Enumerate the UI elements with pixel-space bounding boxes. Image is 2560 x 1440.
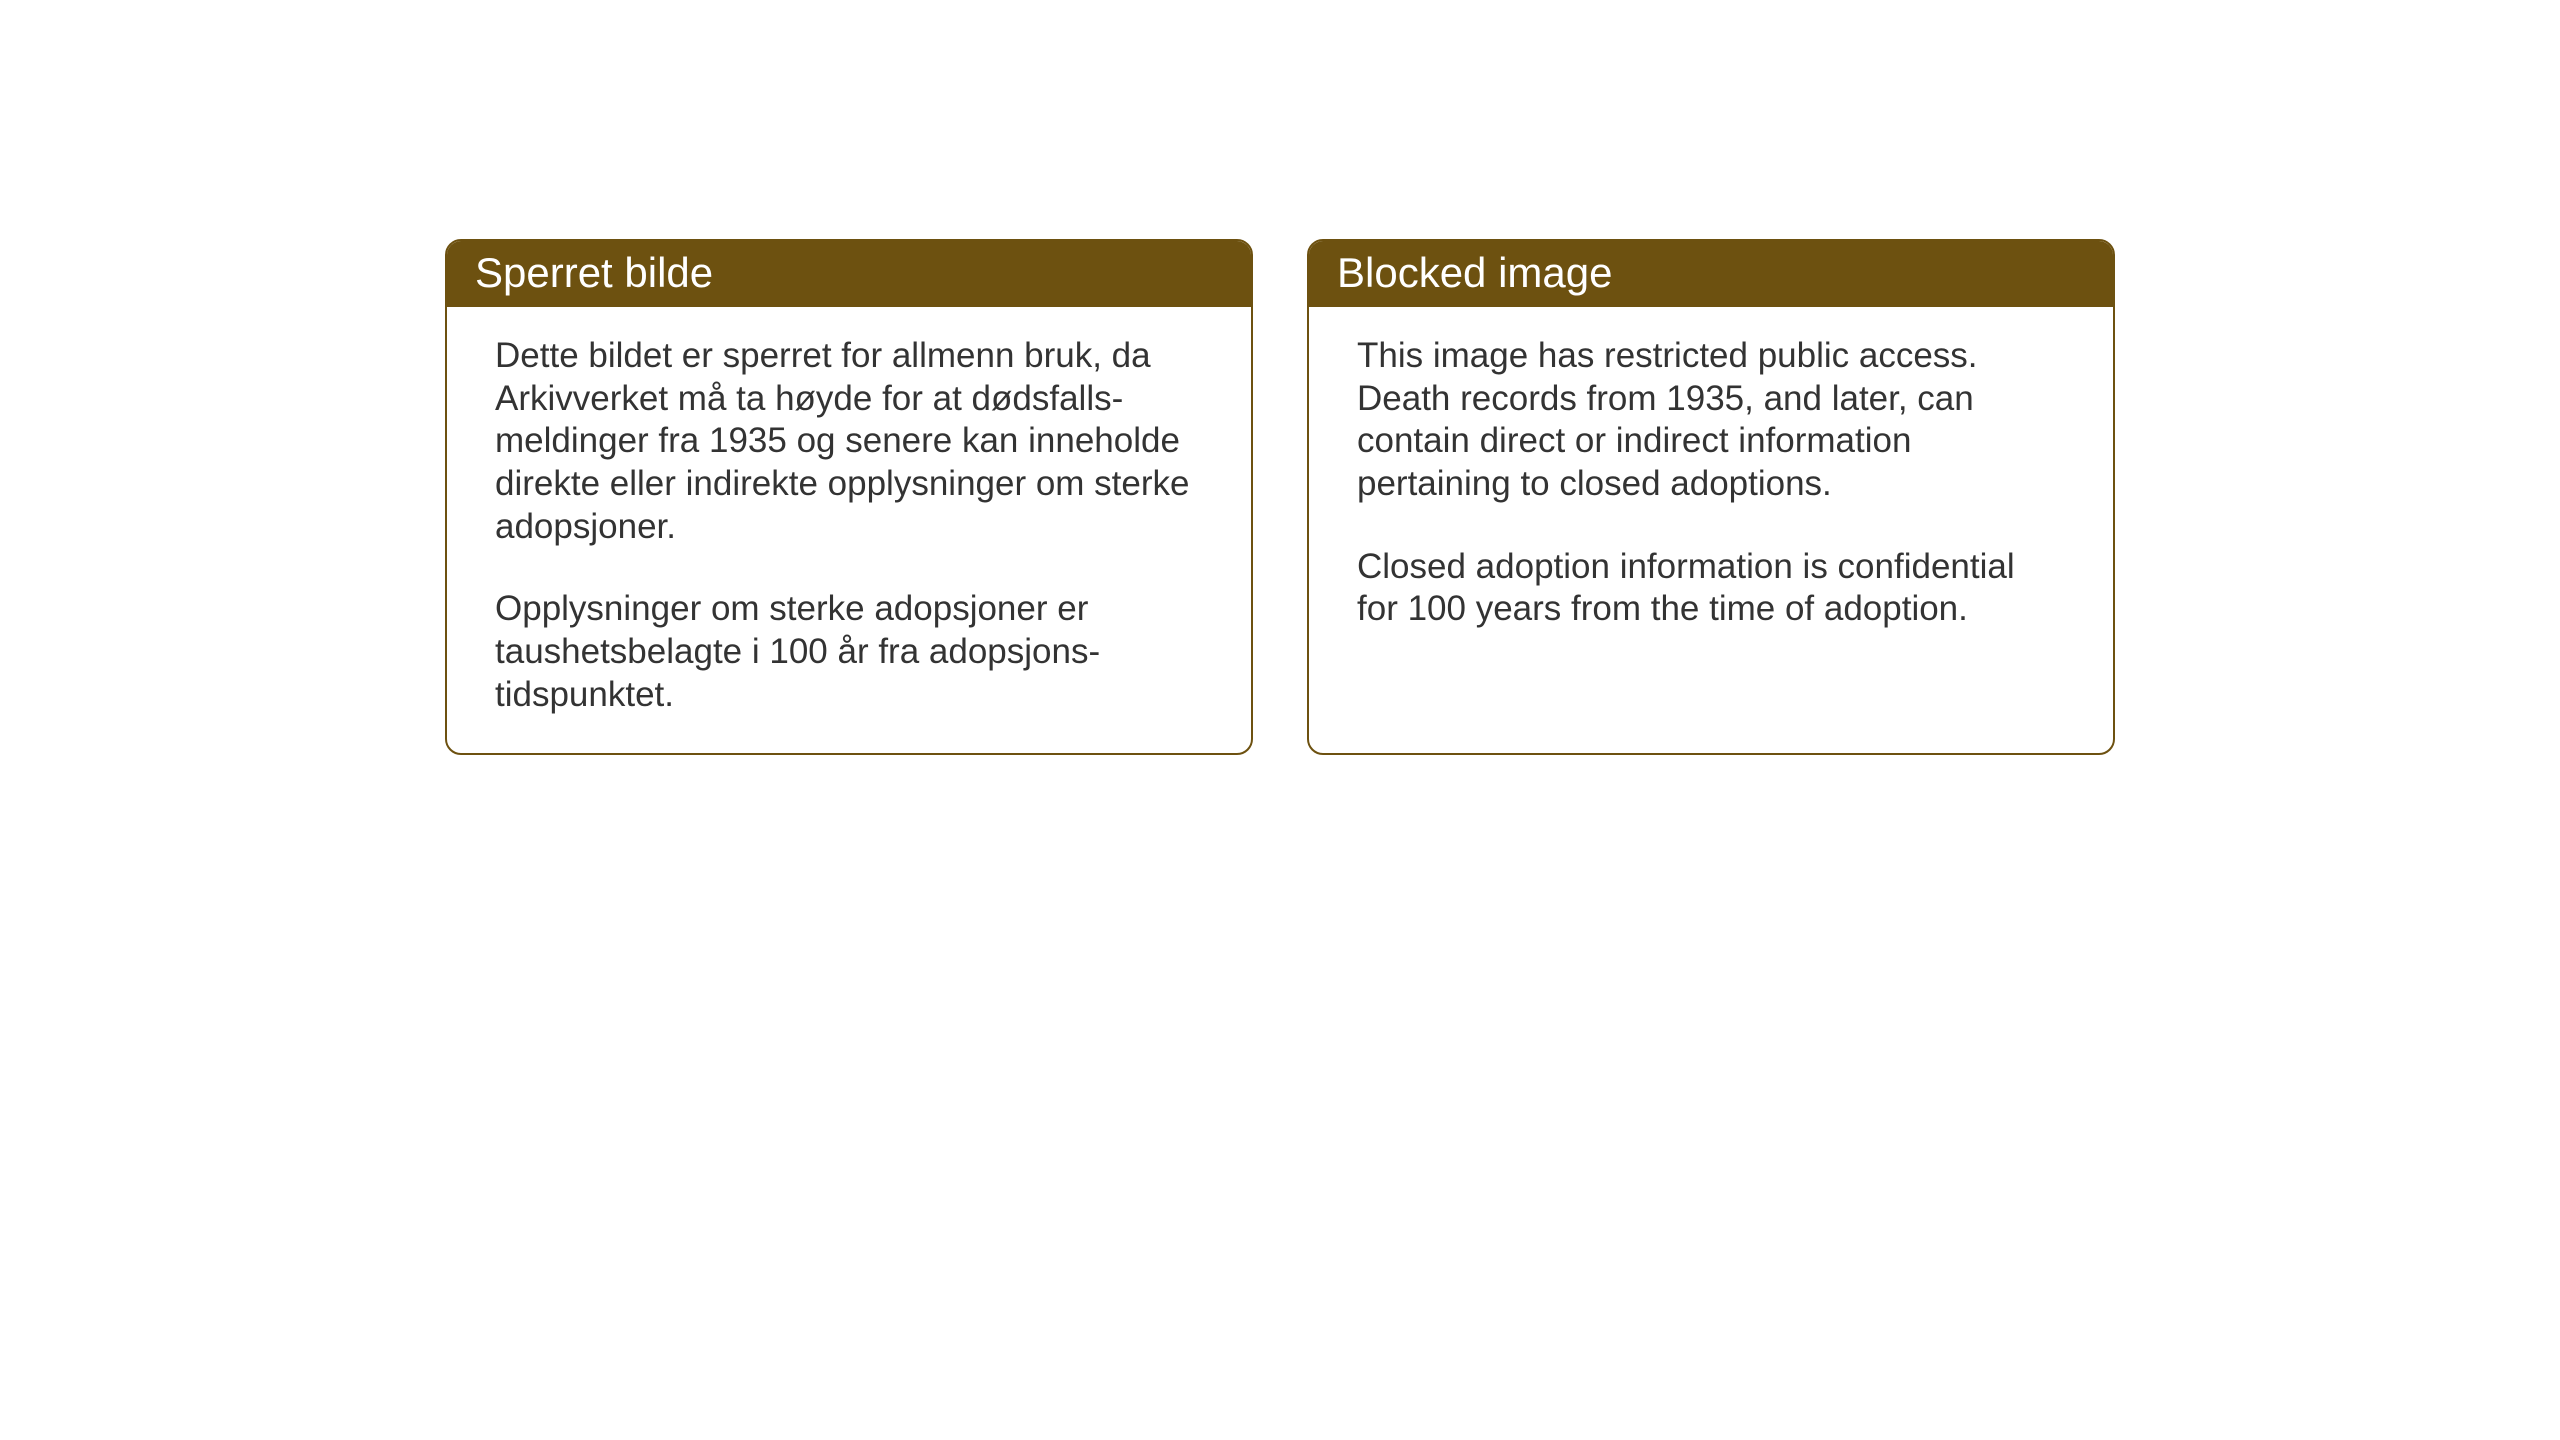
norwegian-card: Sperret bilde Dette bildet er sperret fo… [445, 239, 1253, 755]
norwegian-paragraph-2: Opplysninger om sterke adopsjoner er tau… [495, 588, 1203, 716]
norwegian-card-body: Dette bildet er sperret for allmenn bruk… [447, 307, 1251, 753]
english-card: Blocked image This image has restricted … [1307, 239, 2115, 755]
english-card-header: Blocked image [1309, 241, 2113, 307]
english-paragraph-2: Closed adoption information is confident… [1357, 546, 2065, 631]
english-card-body: This image has restricted public access.… [1309, 307, 2113, 747]
notice-container: Sperret bilde Dette bildet er sperret fo… [445, 239, 2115, 755]
norwegian-paragraph-1: Dette bildet er sperret for allmenn bruk… [495, 335, 1203, 548]
norwegian-card-header: Sperret bilde [447, 241, 1251, 307]
english-paragraph-1: This image has restricted public access.… [1357, 335, 2065, 506]
